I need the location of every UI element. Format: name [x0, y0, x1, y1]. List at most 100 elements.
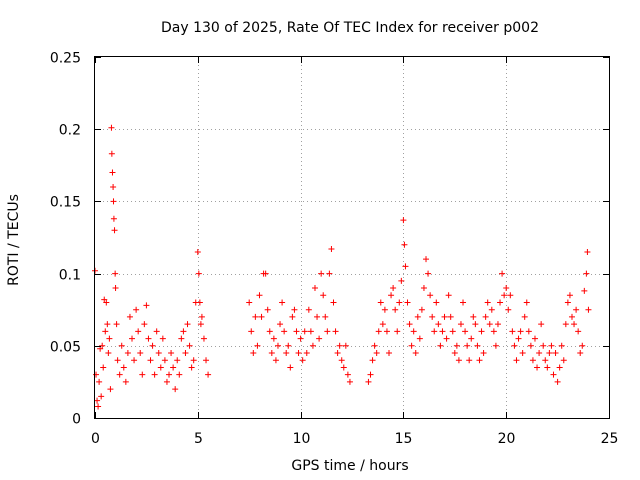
data-point: [108, 124, 115, 131]
data-point: [293, 328, 300, 335]
data-point: [176, 371, 183, 378]
data-point: [478, 328, 485, 335]
data-point: [425, 270, 432, 277]
grid: [95, 57, 609, 418]
x-tick-label: 5: [194, 431, 203, 447]
data-point: [256, 292, 263, 299]
data-point: [190, 357, 197, 364]
data-point: [412, 350, 419, 357]
data-point: [141, 321, 148, 328]
data-point: [287, 364, 294, 371]
data-point: [112, 270, 119, 277]
data-point: [120, 364, 127, 371]
data-point: [573, 306, 580, 313]
data-point: [579, 342, 586, 349]
data-point: [490, 328, 497, 335]
data-point: [104, 321, 111, 328]
data-point: [126, 313, 133, 320]
data-point: [443, 335, 450, 342]
data-point: [464, 342, 471, 349]
data-point: [492, 342, 499, 349]
data-point: [116, 371, 123, 378]
data-point: [283, 350, 290, 357]
data-point: [295, 350, 302, 357]
data-point: [118, 342, 125, 349]
data-point: [540, 342, 547, 349]
data-point: [423, 256, 430, 263]
data-point: [435, 321, 442, 328]
data-point: [560, 357, 567, 364]
data-point: [546, 350, 553, 357]
data-point: [568, 313, 575, 320]
data-point: [584, 248, 591, 255]
data-point: [390, 285, 397, 292]
data-point: [163, 378, 170, 385]
data-point: [373, 350, 380, 357]
data-point: [431, 328, 438, 335]
data-point: [168, 350, 175, 357]
data-point: [564, 299, 571, 306]
data-point: [558, 342, 565, 349]
data-point: [198, 313, 205, 320]
data-point: [566, 292, 573, 299]
data-point: [145, 335, 152, 342]
data-point: [279, 299, 286, 306]
data-point: [143, 302, 150, 309]
data-point: [151, 371, 158, 378]
data-point: [388, 292, 395, 299]
data-point: [340, 364, 347, 371]
data-point: [548, 342, 555, 349]
data-point: [521, 313, 528, 320]
data-point: [476, 357, 483, 364]
data-point: [414, 313, 421, 320]
data-point: [200, 335, 207, 342]
data-point: [433, 299, 440, 306]
data-point: [166, 371, 173, 378]
chart-title: Day 130 of 2025, Rate Of TEC Index for r…: [161, 20, 539, 36]
data-point: [531, 335, 538, 342]
plot-frame: [94, 56, 610, 419]
data-point: [301, 328, 308, 335]
data-point: [291, 306, 298, 313]
data-point: [581, 287, 588, 294]
data-point: [139, 371, 146, 378]
data-point: [523, 299, 530, 306]
data-point: [396, 299, 403, 306]
data-point: [418, 306, 425, 313]
data-point: [109, 169, 116, 176]
data-point: [147, 357, 154, 364]
data-point: [184, 321, 191, 328]
data-point: [556, 364, 563, 371]
data-point: [266, 328, 273, 335]
data-point: [406, 321, 413, 328]
data-point: [410, 328, 417, 335]
data-point: [324, 328, 331, 335]
data-point: [342, 342, 349, 349]
data-point: [264, 306, 271, 313]
data-point: [457, 321, 464, 328]
data-point: [254, 342, 261, 349]
data-point: [203, 357, 210, 364]
data-point: [188, 364, 195, 371]
data-point: [110, 183, 117, 190]
data-point: [513, 357, 520, 364]
data-point: [505, 306, 512, 313]
x-tick-label: 20: [498, 431, 516, 447]
data-point: [386, 350, 393, 357]
data-point: [110, 198, 117, 205]
data-point: [305, 306, 312, 313]
y-tick-label: 0.25: [50, 51, 81, 67]
data-point: [371, 342, 378, 349]
data-point: [135, 328, 142, 335]
data-point: [95, 403, 102, 410]
data-point: [439, 328, 446, 335]
data-point: [383, 328, 390, 335]
data-point: [511, 342, 518, 349]
data-point: [106, 335, 113, 342]
data-point: [270, 335, 277, 342]
data-point: [172, 386, 179, 393]
data-point: [307, 328, 314, 335]
data-point: [161, 357, 168, 364]
data-point: [94, 397, 101, 404]
y-tick-labels: 0 0.05 0.1 0.15 0.2 0.25: [50, 51, 81, 428]
